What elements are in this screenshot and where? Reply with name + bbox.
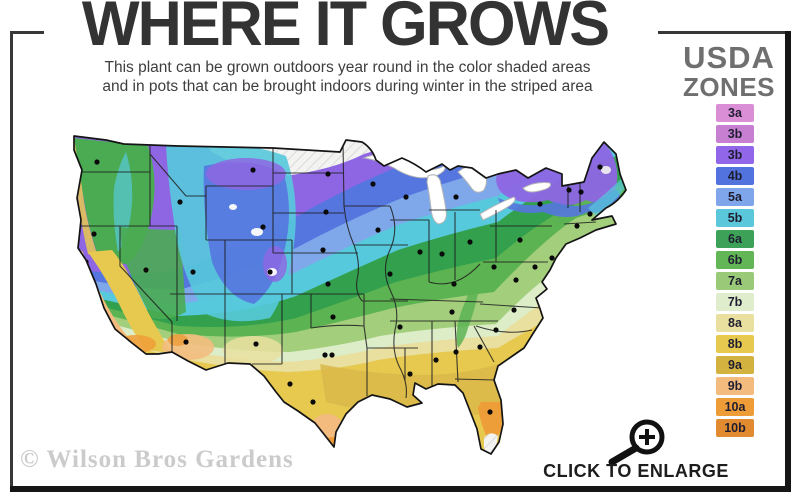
- city-dots: [83, 159, 603, 437]
- click-to-enlarge-label[interactable]: CLICK TO ENLARGE: [543, 461, 729, 481]
- zone-chip-9b-13: 9b: [716, 377, 754, 395]
- frame-right-border: [785, 31, 791, 492]
- frame-left-border: [10, 31, 13, 492]
- legend-title-zones: ZONES: [682, 72, 776, 102]
- colorado-purple: [263, 246, 287, 282]
- new-england-blue: [498, 190, 620, 217]
- maine-white-spot-1: [577, 149, 591, 159]
- lake-ontario: [522, 182, 551, 193]
- west-coast-gold-strip: [74, 138, 98, 257]
- subtitle-line-2: and in pots that can be brought indoors …: [102, 77, 593, 95]
- magnifier-plus-icon[interactable]: [595, 410, 675, 465]
- zone-chip-6a-6: 6a: [716, 230, 754, 248]
- lake-erie: [479, 196, 516, 221]
- frame-bottom-border: [10, 486, 791, 492]
- watermark: © Wilson Bros Gardens: [20, 446, 294, 473]
- arizona-orange: [168, 334, 188, 346]
- legend-title-usda: USDA: [683, 40, 775, 75]
- zone-chip-9a-12: 9a: [716, 356, 754, 374]
- maine-coast-cyan: [588, 178, 625, 216]
- legend-title: USDA ZONES: [663, 42, 795, 102]
- snow-fleck-3: [229, 204, 237, 210]
- florida-orange: [478, 402, 502, 441]
- zone-chip-6b-7: 6b: [716, 251, 754, 269]
- page-title: WHERE IT GROWS: [81, 0, 610, 59]
- us-map-image[interactable]: [28, 112, 690, 464]
- zone-chip-7a-8: 7a: [716, 272, 754, 290]
- appalachian-green-tongue: [456, 282, 480, 348]
- zone-chip-10a-14: 10a: [716, 398, 754, 416]
- maine-white-spot-2: [601, 166, 611, 174]
- subtitle: This plant can be grown outdoors year ro…: [30, 59, 665, 97]
- south-texas-peach: [310, 414, 344, 446]
- new-mexico-yellow: [223, 336, 283, 364]
- zone-chip-8a-10: 8a: [716, 314, 754, 332]
- great-basin-green: [120, 227, 186, 320]
- frame-top-border-right-segment: [658, 31, 791, 34]
- zone-chip-4b-3: 4b: [716, 167, 754, 185]
- zone-chip-5b-5: 5b: [716, 209, 754, 227]
- lake-michigan: [426, 174, 447, 225]
- zone-chip-5a-4: 5a: [716, 188, 754, 206]
- zone-chip-10b-15: 10b: [716, 419, 754, 437]
- cascades-cyan: [113, 152, 133, 252]
- subtitle-line-1: This plant can be grown outdoors year ro…: [104, 59, 591, 76]
- montana-purple: [206, 158, 286, 190]
- snow-fleck-1: [251, 228, 263, 236]
- socal-orange: [116, 335, 156, 353]
- state-borders: [78, 141, 597, 399]
- california-valley-gold: [88, 250, 172, 353]
- zone-list: 3a 3b 3b 4b 5a 5b 6a 6b 7a 7b 8a 8b 9a 9b 10a 10b: [716, 104, 754, 440]
- usda-zone-map[interactable]: [28, 112, 690, 464]
- florida-tip-stripes: [484, 433, 498, 454]
- zone-shading-layers: [74, 136, 626, 454]
- zone-chip-3a-0: 3a: [716, 104, 754, 122]
- zone-chip-7b-9: 7b: [716, 293, 754, 311]
- zone-chip-8b-11: 8b: [716, 335, 754, 353]
- zone-chip-3b-2: 3b: [716, 146, 754, 164]
- frame-top-border-left-segment: [10, 31, 44, 34]
- zone-chip-3b-1: 3b: [716, 125, 754, 143]
